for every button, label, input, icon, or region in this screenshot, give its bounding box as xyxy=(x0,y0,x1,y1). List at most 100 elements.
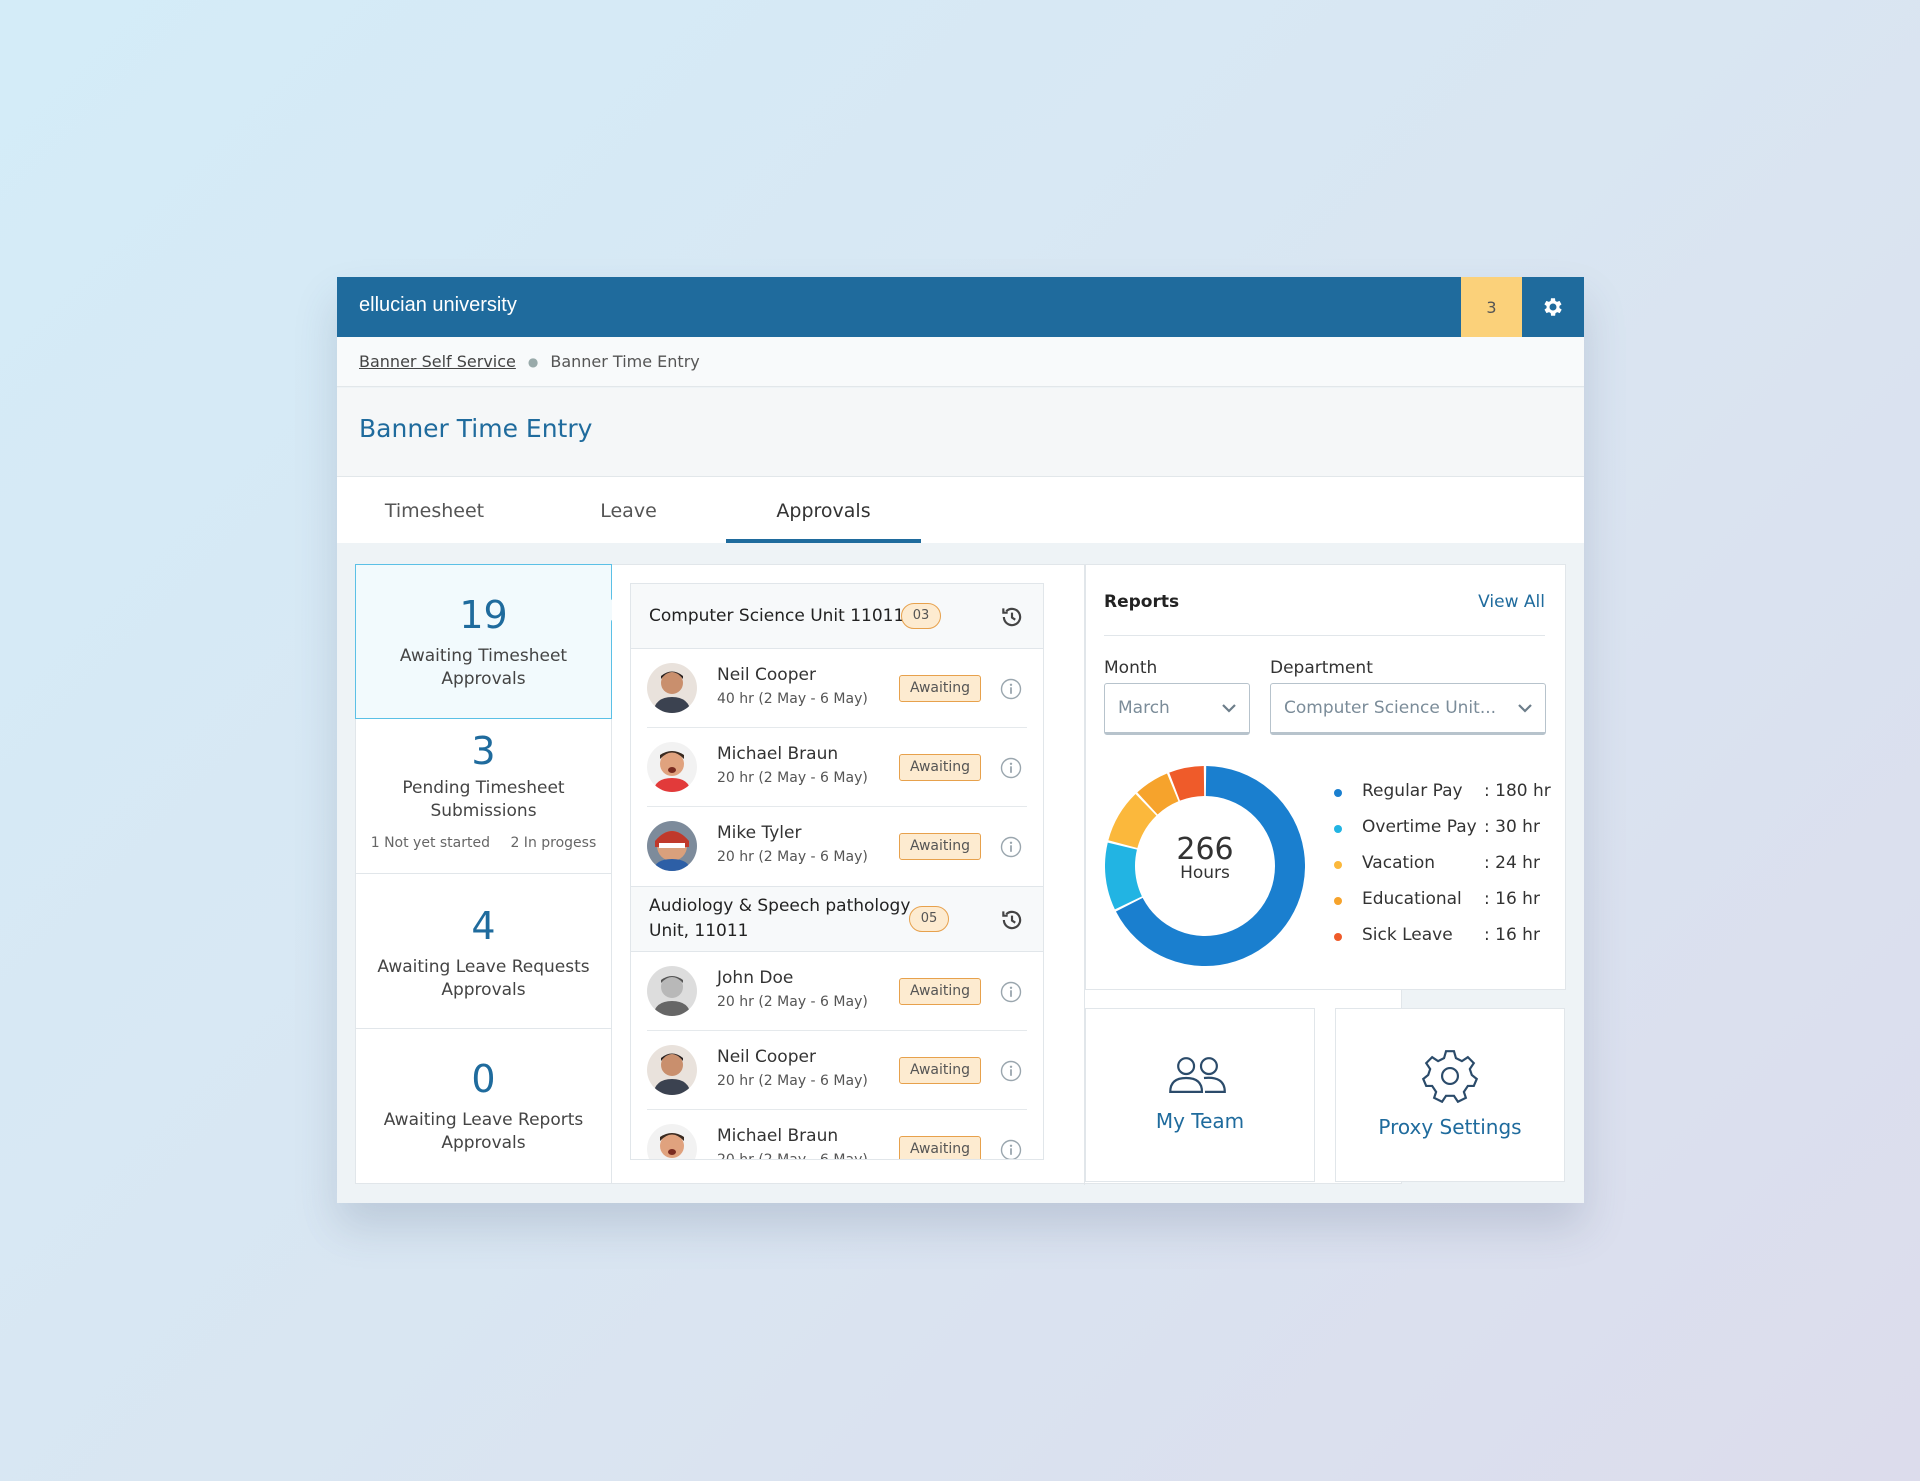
divider xyxy=(1104,635,1545,636)
history-icon[interactable] xyxy=(999,907,1025,933)
status-badge: Awaiting xyxy=(899,754,981,781)
info-icon[interactable] xyxy=(1000,678,1022,700)
donut-center: 266 Hours xyxy=(1105,832,1305,883)
department-select-value: Computer Science Unit... xyxy=(1284,698,1497,718)
notifications-badge[interactable]: 3 xyxy=(1461,277,1522,337)
info-icon[interactable] xyxy=(1000,757,1022,779)
title-bar: Banner Time Entry xyxy=(337,388,1584,477)
month-select[interactable]: March xyxy=(1104,683,1250,735)
breadcrumb-current: Banner Time Entry xyxy=(550,352,700,371)
legend-name: Educational xyxy=(1362,889,1462,909)
person-hours: 20 hr (2 May - 6 May) xyxy=(717,1073,868,1089)
info-icon[interactable] xyxy=(1000,1139,1022,1160)
avatar xyxy=(647,1124,697,1159)
group-title: Computer Science Unit 11011 xyxy=(649,606,905,626)
tab-bar: Timesheet Leave Approvals xyxy=(337,477,1584,543)
group-title-line1: Audiology & Speech pathology xyxy=(649,896,911,916)
tab-timesheet[interactable]: Timesheet xyxy=(384,500,485,522)
chart-legend: Regular Pay : 180 hr Overtime Pay : 30 h… xyxy=(1334,781,1564,961)
stat-awaiting-timesheet[interactable]: 19 Awaiting Timesheet Approvals xyxy=(355,564,624,719)
approvals-list[interactable]: Computer Science Unit 11011 03 Neil Coop… xyxy=(630,583,1044,1160)
breadcrumb-home-link[interactable]: Banner Self Service xyxy=(359,352,516,371)
list-item[interactable]: Mike Tyler 20 hr (2 May - 6 May) Awaitin… xyxy=(647,807,1027,886)
person-name: Mike Tyler xyxy=(717,823,802,843)
settings-gear-icon xyxy=(1421,1050,1479,1103)
tab-leave[interactable]: Leave xyxy=(600,500,657,522)
list-item[interactable]: Neil Cooper 40 hr (2 May - 6 May) Awaiti… xyxy=(647,649,1027,728)
chevron-down-icon xyxy=(1222,704,1236,713)
info-icon[interactable] xyxy=(1000,981,1022,1003)
donut-total: 266 xyxy=(1176,832,1234,867)
group-header: Audiology & Speech pathology Unit, 11011… xyxy=(631,886,1043,952)
stat-awaiting-leave-reports[interactable]: 0 Awaiting Leave Reports Approvals xyxy=(356,1029,611,1183)
legend-item: Educational : 16 hr xyxy=(1334,889,1564,925)
status-badge: Awaiting xyxy=(899,1136,981,1159)
brand-name: ellucian university xyxy=(359,294,517,316)
status-badge: Awaiting xyxy=(899,675,981,702)
stat-value: 19 xyxy=(459,593,508,637)
info-icon[interactable] xyxy=(1000,836,1022,858)
department-label: Department xyxy=(1270,658,1373,678)
view-all-link[interactable]: View All xyxy=(1478,592,1545,612)
department-select[interactable]: Computer Science Unit... xyxy=(1270,683,1546,735)
my-team-tile[interactable]: My Team xyxy=(1085,1008,1315,1182)
person-name: Michael Braun xyxy=(717,744,839,764)
stat-awaiting-leave-requests[interactable]: 4 Awaiting Leave Requests Approvals xyxy=(356,874,611,1029)
avatar xyxy=(647,742,697,792)
donut-slice xyxy=(1137,773,1179,815)
month-label: Month xyxy=(1104,658,1158,678)
list-item[interactable]: John Doe 20 hr (2 May - 6 May) Awaiting xyxy=(647,952,1027,1031)
history-icon[interactable] xyxy=(999,604,1025,630)
person-name: John Doe xyxy=(717,968,794,988)
legend-name: Regular Pay xyxy=(1362,781,1463,801)
person-hours: 20 hr (2 May - 6 May) xyxy=(717,1152,868,1160)
breadcrumb: Banner Self Service ● Banner Time Entry xyxy=(337,337,1584,387)
proxy-settings-label: Proxy Settings xyxy=(1378,1115,1522,1139)
stat-value: 3 xyxy=(471,729,496,773)
stat-label: Awaiting Timesheet Approvals xyxy=(399,646,568,689)
legend-item: Vacation : 24 hr xyxy=(1334,853,1564,889)
donut-svg xyxy=(1105,766,1305,966)
app-window: ellucian university 3 Banner Self Servic… xyxy=(337,277,1584,1203)
stat-pending-timesheet[interactable]: 3 Pending Timesheet Submissions 1 Not ye… xyxy=(356,719,611,874)
stat-value: 4 xyxy=(471,904,496,948)
proxy-settings-tile[interactable]: Proxy Settings xyxy=(1335,1008,1565,1182)
donut-slice xyxy=(1115,766,1305,966)
person-name: Neil Cooper xyxy=(717,665,816,685)
legend-name: Sick Leave xyxy=(1362,925,1453,945)
status-badge: Awaiting xyxy=(899,1057,981,1084)
hours-donut-chart: 266 Hours xyxy=(1105,766,1305,966)
stat-label: Awaiting Leave Requests Approvals xyxy=(377,957,590,1000)
tab-approvals[interactable]: Approvals xyxy=(726,477,921,543)
person-hours: 40 hr (2 May - 6 May) xyxy=(717,691,868,707)
gear-icon xyxy=(1544,298,1562,316)
list-item[interactable]: Michael Braun 20 hr (2 May - 6 May) Awai… xyxy=(647,728,1027,807)
donut-slice xyxy=(1108,794,1157,849)
legend-name: Vacation xyxy=(1362,853,1436,873)
top-bar: ellucian university 3 xyxy=(337,277,1584,337)
reports-card: Reports View All Month March Department … xyxy=(1085,564,1566,990)
approvals-panel: Computer Science Unit 11011 03 Neil Coop… xyxy=(612,565,1085,1185)
reports-title: Reports xyxy=(1104,592,1180,612)
settings-button[interactable] xyxy=(1522,277,1584,337)
legend-value: : 30 hr xyxy=(1484,817,1540,837)
list-item[interactable]: Neil Cooper 20 hr (2 May - 6 May) Awaiti… xyxy=(647,1031,1027,1110)
list-item[interactable]: Michael Braun 20 hr (2 May - 6 May) Awai… xyxy=(647,1110,1027,1160)
avatar xyxy=(647,663,697,713)
legend-value: : 16 hr xyxy=(1484,925,1540,945)
avatar xyxy=(647,966,697,1016)
person-hours: 20 hr (2 May - 6 May) xyxy=(717,770,868,786)
stat-value: 0 xyxy=(471,1057,496,1101)
info-icon[interactable] xyxy=(1000,1060,1022,1082)
status-badge: Awaiting xyxy=(899,978,981,1005)
status-badge: Awaiting xyxy=(899,833,981,860)
legend-dot xyxy=(1334,789,1342,797)
breadcrumb-separator: ● xyxy=(527,354,539,369)
legend-dot xyxy=(1334,897,1342,905)
legend-value: : 180 hr xyxy=(1484,781,1551,801)
legend-value: : 16 hr xyxy=(1484,889,1540,909)
team-icon xyxy=(1169,1057,1226,1093)
person-name: Michael Braun xyxy=(717,1126,839,1146)
donut-slice xyxy=(1169,766,1205,801)
legend-item: Regular Pay : 180 hr xyxy=(1334,781,1564,817)
